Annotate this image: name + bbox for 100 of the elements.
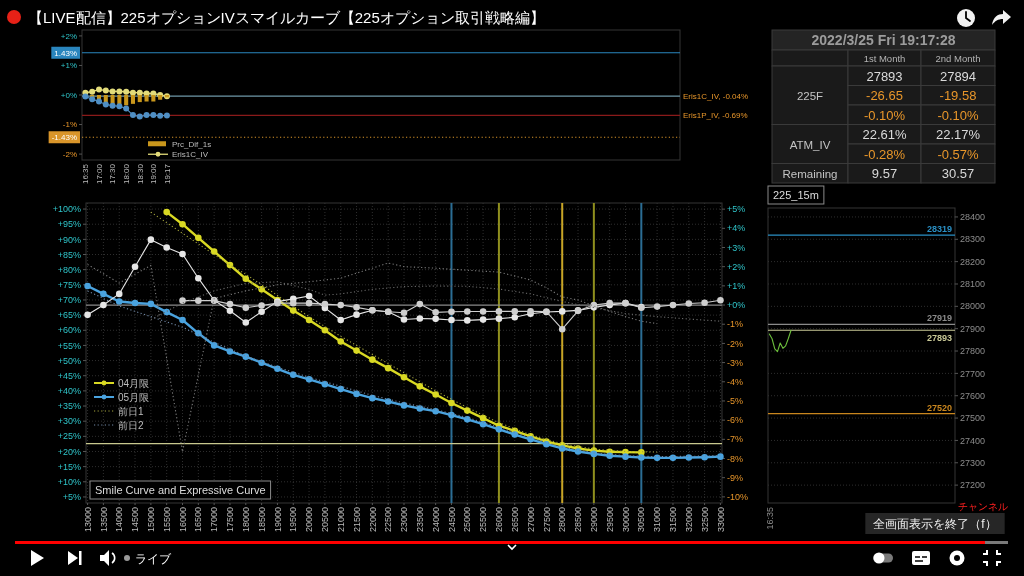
ref-line-label: 28319 [926, 224, 952, 235]
chart-title: 225_15m [773, 189, 819, 201]
ref-line-label: 1.43% [54, 48, 77, 58]
point [463, 317, 471, 324]
point [495, 315, 503, 322]
category-label: 225F [796, 89, 824, 102]
y-tick-label: +70% [57, 295, 81, 306]
ref-line-label: -1.43% [51, 133, 77, 143]
line-series [768, 329, 792, 353]
point [305, 316, 313, 324]
y2-tick-label: +4% [727, 223, 746, 234]
point [432, 315, 439, 323]
x-tick-label: 28000 [557, 507, 568, 533]
point [479, 414, 487, 422]
point [479, 420, 487, 428]
x-tick-label: 23000 [399, 507, 410, 533]
point [416, 405, 424, 412]
text: 全画面表示を終了（f） [873, 517, 997, 531]
text: Smile Curve and Expressive Curve [95, 484, 266, 496]
point [100, 301, 107, 309]
x-tick-label: 16:35 [764, 507, 775, 530]
text: -0.10% [937, 107, 980, 123]
x-tick-label: 23500 [414, 507, 425, 533]
point [337, 338, 345, 345]
point [258, 308, 265, 316]
ref-line-label: Eris1P_IV, -0.69% [683, 111, 748, 121]
point [131, 299, 139, 307]
text: 【LIVE配信】225オプションIVスマイルカーブ【225オプション取引戦略編】 [28, 9, 545, 26]
point [479, 308, 487, 315]
point [463, 308, 471, 315]
point [622, 453, 629, 460]
point [400, 402, 408, 409]
y2-tick-label: 28000 [960, 301, 986, 312]
point [669, 454, 677, 462]
ref-line-label: 27919 [926, 313, 952, 324]
x-tick-label: 15000 [146, 507, 157, 533]
point [289, 371, 297, 379]
point [195, 297, 202, 304]
x-tick-label: 30000 [620, 507, 631, 533]
legend-label: Eris1C_IV [172, 150, 209, 160]
point [305, 299, 313, 307]
y2-tick-label: -8% [727, 453, 744, 464]
y-tick-label: +75% [57, 279, 81, 290]
point [321, 380, 329, 388]
point [369, 394, 376, 402]
x-tick-label: 16:35 [81, 163, 91, 185]
point [289, 299, 297, 307]
point [495, 308, 503, 315]
point [102, 101, 109, 108]
category-label: Remaining [782, 167, 838, 180]
x-tick-label: 26500 [509, 507, 520, 533]
point [242, 275, 250, 283]
point [210, 248, 218, 255]
legend-label: Prc_Dif_1s [172, 139, 212, 149]
y-tick-label: +35% [57, 401, 81, 412]
x-tick-label: 20500 [320, 507, 331, 533]
point [116, 103, 123, 110]
point [179, 250, 186, 258]
point [115, 290, 123, 298]
point [84, 282, 91, 290]
y2-tick-label: +0% [727, 300, 746, 311]
point [432, 309, 439, 316]
point [337, 301, 345, 309]
x-tick-label: 32500 [699, 507, 710, 533]
point [274, 365, 281, 373]
point [84, 311, 91, 319]
y2-tick-label: +1% [727, 281, 746, 292]
point [147, 236, 155, 243]
y-tick-label: +20% [57, 446, 81, 457]
text: 2022/3/25 Fri 19:17:28 [811, 32, 956, 48]
y2-tick-label: -4% [727, 376, 744, 387]
point [669, 301, 677, 309]
point [147, 300, 155, 308]
x-tick-label: 33000 [715, 507, 726, 533]
x-tick-label: 18:00 [121, 163, 131, 185]
x-tick-label: 21000 [335, 507, 346, 533]
ref-line-label: Eris1C_IV, -0.04% [683, 91, 749, 101]
x-tick-label: 30500 [636, 507, 647, 533]
point [305, 376, 313, 383]
point [100, 290, 107, 298]
legend-label: 05月限 [118, 391, 150, 403]
point [163, 208, 170, 216]
point [448, 399, 455, 407]
x-tick-label: 24000 [430, 507, 441, 533]
point [289, 307, 297, 314]
x-tick-label: 17000 [209, 507, 220, 533]
point [400, 373, 408, 381]
text: 22.17% [935, 127, 981, 142]
x-tick-label: 28500 [573, 507, 584, 533]
text: -0.57% [937, 146, 980, 162]
point [416, 383, 424, 390]
y-tick-label: -1% [62, 120, 77, 130]
x-tick-label: 15500 [161, 507, 172, 533]
x-tick-label: 16000 [177, 507, 188, 533]
text: 27893 [866, 68, 903, 84]
x-tick-label: 26000 [494, 507, 505, 533]
point [116, 88, 123, 95]
y-tick-label: +50% [57, 355, 81, 366]
y-tick-label: +90% [57, 234, 81, 245]
y2-tick-label: 28300 [960, 234, 986, 245]
